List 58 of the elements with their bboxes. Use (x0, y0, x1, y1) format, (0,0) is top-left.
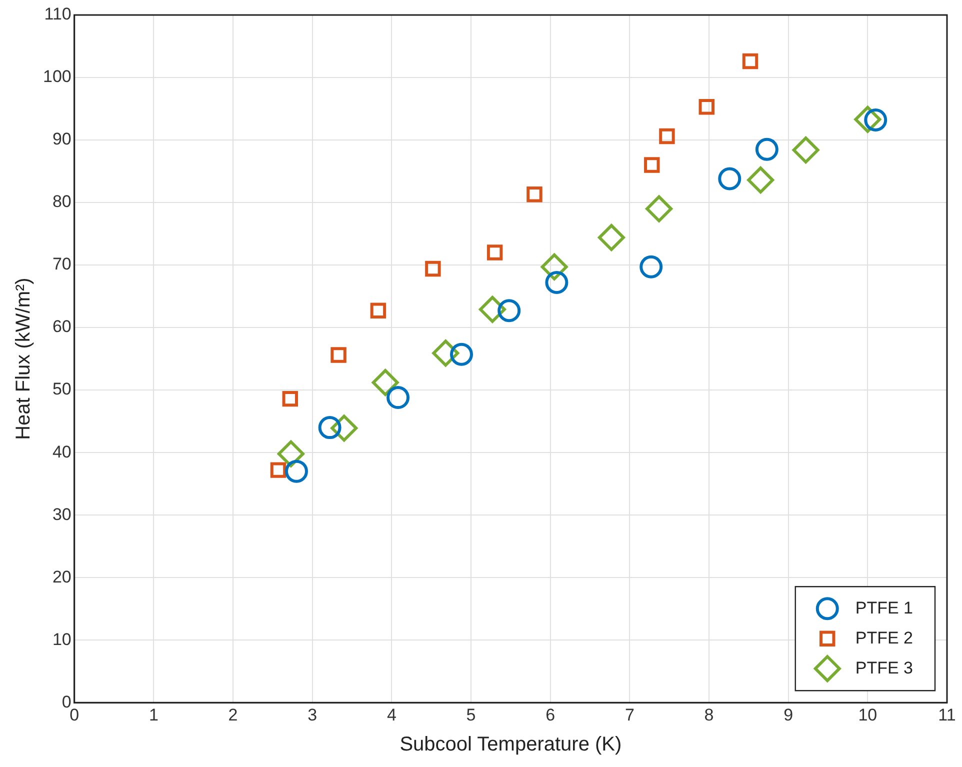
point (282, 390, 298, 407)
point (659, 128, 675, 144)
y-tick-label: 0 (62, 692, 72, 712)
y-tick-label: 30 (52, 504, 72, 524)
x-tick-label: 10 (858, 705, 878, 724)
point (498, 299, 521, 322)
legend-label: PTFE 2 (855, 628, 913, 648)
point (284, 460, 308, 483)
point (370, 302, 386, 319)
y-axis-title: Heat Flux (kW/m²) (12, 278, 35, 440)
point (526, 186, 542, 202)
point (854, 106, 882, 133)
y-tick-label: 20 (52, 567, 72, 586)
point (545, 271, 568, 294)
point (270, 462, 286, 478)
point (450, 342, 473, 366)
point (640, 255, 663, 278)
x-tick-label: 6 (546, 705, 556, 724)
point (792, 136, 820, 164)
y-tick-label: 90 (52, 130, 72, 149)
point (372, 369, 399, 396)
point (478, 296, 506, 323)
point (386, 386, 410, 410)
point (644, 157, 660, 173)
x-tick-label: 2 (228, 705, 238, 724)
legend-label: PTFE 1 (855, 598, 913, 618)
point (330, 347, 346, 363)
y-tick-label: 80 (52, 192, 72, 212)
point (698, 99, 714, 115)
point (747, 166, 774, 194)
x-tick-label: 7 (624, 705, 634, 724)
x-tick-label: 1 (148, 705, 158, 724)
point (486, 244, 503, 260)
x-axis-title: Subcool Temperature (K) (400, 734, 622, 756)
point (755, 138, 778, 161)
y-tick-label: 60 (52, 317, 72, 336)
point (742, 53, 758, 70)
x-tick-label: 8 (704, 705, 714, 724)
y-tick-label: 40 (52, 442, 72, 462)
point (540, 253, 568, 280)
point (598, 224, 625, 252)
point (646, 195, 673, 222)
x-tick-label: 3 (308, 705, 318, 724)
legend-label: PTFE 3 (855, 658, 913, 678)
y-tick-label: 10 (52, 630, 72, 649)
point (718, 167, 742, 190)
point (330, 414, 358, 442)
y-tick-label: 100 (42, 67, 72, 86)
y-tick-label: 50 (52, 380, 72, 399)
y-tick-label: 70 (52, 254, 72, 274)
point (432, 340, 460, 367)
x-tick-label: 5 (466, 705, 476, 724)
x-tick-label: 9 (784, 705, 794, 724)
x-tick-label: 4 (386, 705, 396, 724)
y-tick-label: 110 (44, 4, 72, 24)
point (318, 416, 342, 440)
x-tick-label: 11 (938, 705, 956, 724)
point (425, 260, 441, 277)
